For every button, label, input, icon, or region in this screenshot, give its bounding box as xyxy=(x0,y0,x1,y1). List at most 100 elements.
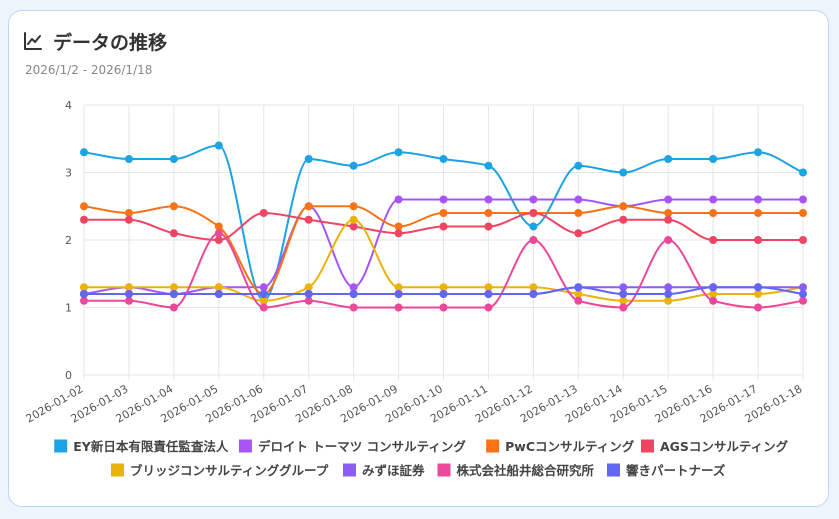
data-point xyxy=(80,148,88,157)
data-point xyxy=(349,303,358,312)
data-point xyxy=(349,222,358,231)
legend-item: デロイト トーマツ コンサルティング xyxy=(238,439,466,454)
series-2 xyxy=(80,202,807,298)
data-point xyxy=(664,215,673,224)
data-point xyxy=(214,290,223,298)
data-point xyxy=(80,290,88,298)
data-point xyxy=(484,290,493,298)
legend-swatch xyxy=(437,463,451,477)
data-point xyxy=(619,296,628,305)
data-point xyxy=(709,290,718,298)
data-point xyxy=(304,290,313,298)
legend-label: ブリッジコンサルティンググループ xyxy=(130,463,329,478)
data-point xyxy=(214,229,223,238)
data-point xyxy=(799,209,807,217)
legend-item: 株式会社船井総合研究所 xyxy=(437,463,595,478)
y-tick-label: 2 xyxy=(65,234,72,247)
data-point xyxy=(754,148,763,157)
data-point xyxy=(754,195,763,204)
data-point xyxy=(214,283,223,292)
grid-lines xyxy=(83,104,804,380)
data-point xyxy=(664,195,673,204)
data-point xyxy=(169,303,178,312)
data-point xyxy=(349,202,358,211)
data-point xyxy=(349,161,358,170)
data-point xyxy=(574,209,583,217)
data-point xyxy=(664,236,673,244)
data-point xyxy=(349,215,358,224)
data-point xyxy=(304,215,313,224)
data-point xyxy=(439,290,448,298)
data-point xyxy=(709,236,718,244)
data-point xyxy=(529,283,538,292)
data-point xyxy=(574,290,583,298)
data-point xyxy=(574,195,583,204)
data-point xyxy=(394,195,403,204)
series-6 xyxy=(80,229,807,312)
data-point xyxy=(80,215,88,224)
data-point xyxy=(709,296,718,305)
data-point xyxy=(484,283,493,292)
data-point xyxy=(259,209,268,217)
data-point xyxy=(394,283,403,292)
legend-swatch xyxy=(238,439,252,453)
data-point xyxy=(439,209,448,217)
data-point xyxy=(619,283,628,292)
y-tick-label: 4 xyxy=(65,99,72,112)
legend-label: 響きパートナーズ xyxy=(626,463,726,478)
data-point xyxy=(214,236,223,244)
data-point xyxy=(394,222,403,231)
data-point xyxy=(80,202,88,211)
data-point xyxy=(709,283,718,292)
data-point xyxy=(619,215,628,224)
data-point xyxy=(709,195,718,204)
data-point xyxy=(169,202,178,211)
data-point xyxy=(304,296,313,305)
data-point xyxy=(259,303,268,312)
data-point xyxy=(80,283,88,292)
data-point xyxy=(529,195,538,204)
data-point xyxy=(619,303,628,312)
data-point xyxy=(664,296,673,305)
legend-label: PwCコンサルティング xyxy=(505,439,635,454)
data-point xyxy=(259,283,268,292)
data-point xyxy=(124,215,133,224)
data-point xyxy=(124,155,133,163)
series-7 xyxy=(80,283,807,298)
data-point xyxy=(80,296,88,305)
data-point xyxy=(799,195,807,204)
legend-item: AGSコンサルティング xyxy=(640,439,789,454)
data-point xyxy=(484,303,493,312)
data-point xyxy=(124,290,133,298)
data-point xyxy=(574,229,583,238)
data-point xyxy=(619,202,628,211)
y-tick-label: 1 xyxy=(65,302,72,315)
data-point xyxy=(799,283,807,292)
data-point xyxy=(169,283,178,292)
data-point xyxy=(169,155,178,163)
data-point xyxy=(394,290,403,298)
card-header: データの推移 xyxy=(23,29,168,54)
series-line xyxy=(83,218,804,302)
legend-swatch xyxy=(486,439,500,453)
legend-swatch xyxy=(343,463,356,477)
data-point xyxy=(664,283,673,292)
data-point xyxy=(439,155,448,163)
data-point xyxy=(799,290,807,298)
data-point xyxy=(574,161,583,170)
series-line xyxy=(83,205,803,296)
data-point xyxy=(754,236,763,244)
data-point xyxy=(709,155,718,163)
date-range: 2026/1/2 - 2026/1/18 xyxy=(25,63,153,77)
data-point xyxy=(754,303,763,312)
legend-item: みずほ証券 xyxy=(343,463,425,478)
data-point xyxy=(304,283,313,292)
data-point xyxy=(124,209,133,217)
data-point xyxy=(799,236,807,244)
page-title: データの推移 xyxy=(53,31,168,54)
legend-label: みずほ証券 xyxy=(362,463,425,478)
data-point xyxy=(799,168,807,177)
data-point xyxy=(259,296,268,305)
legend-item: EY新日本有限責任監査法人 xyxy=(54,439,229,454)
legend-label: EY新日本有限責任監査法人 xyxy=(73,439,229,454)
